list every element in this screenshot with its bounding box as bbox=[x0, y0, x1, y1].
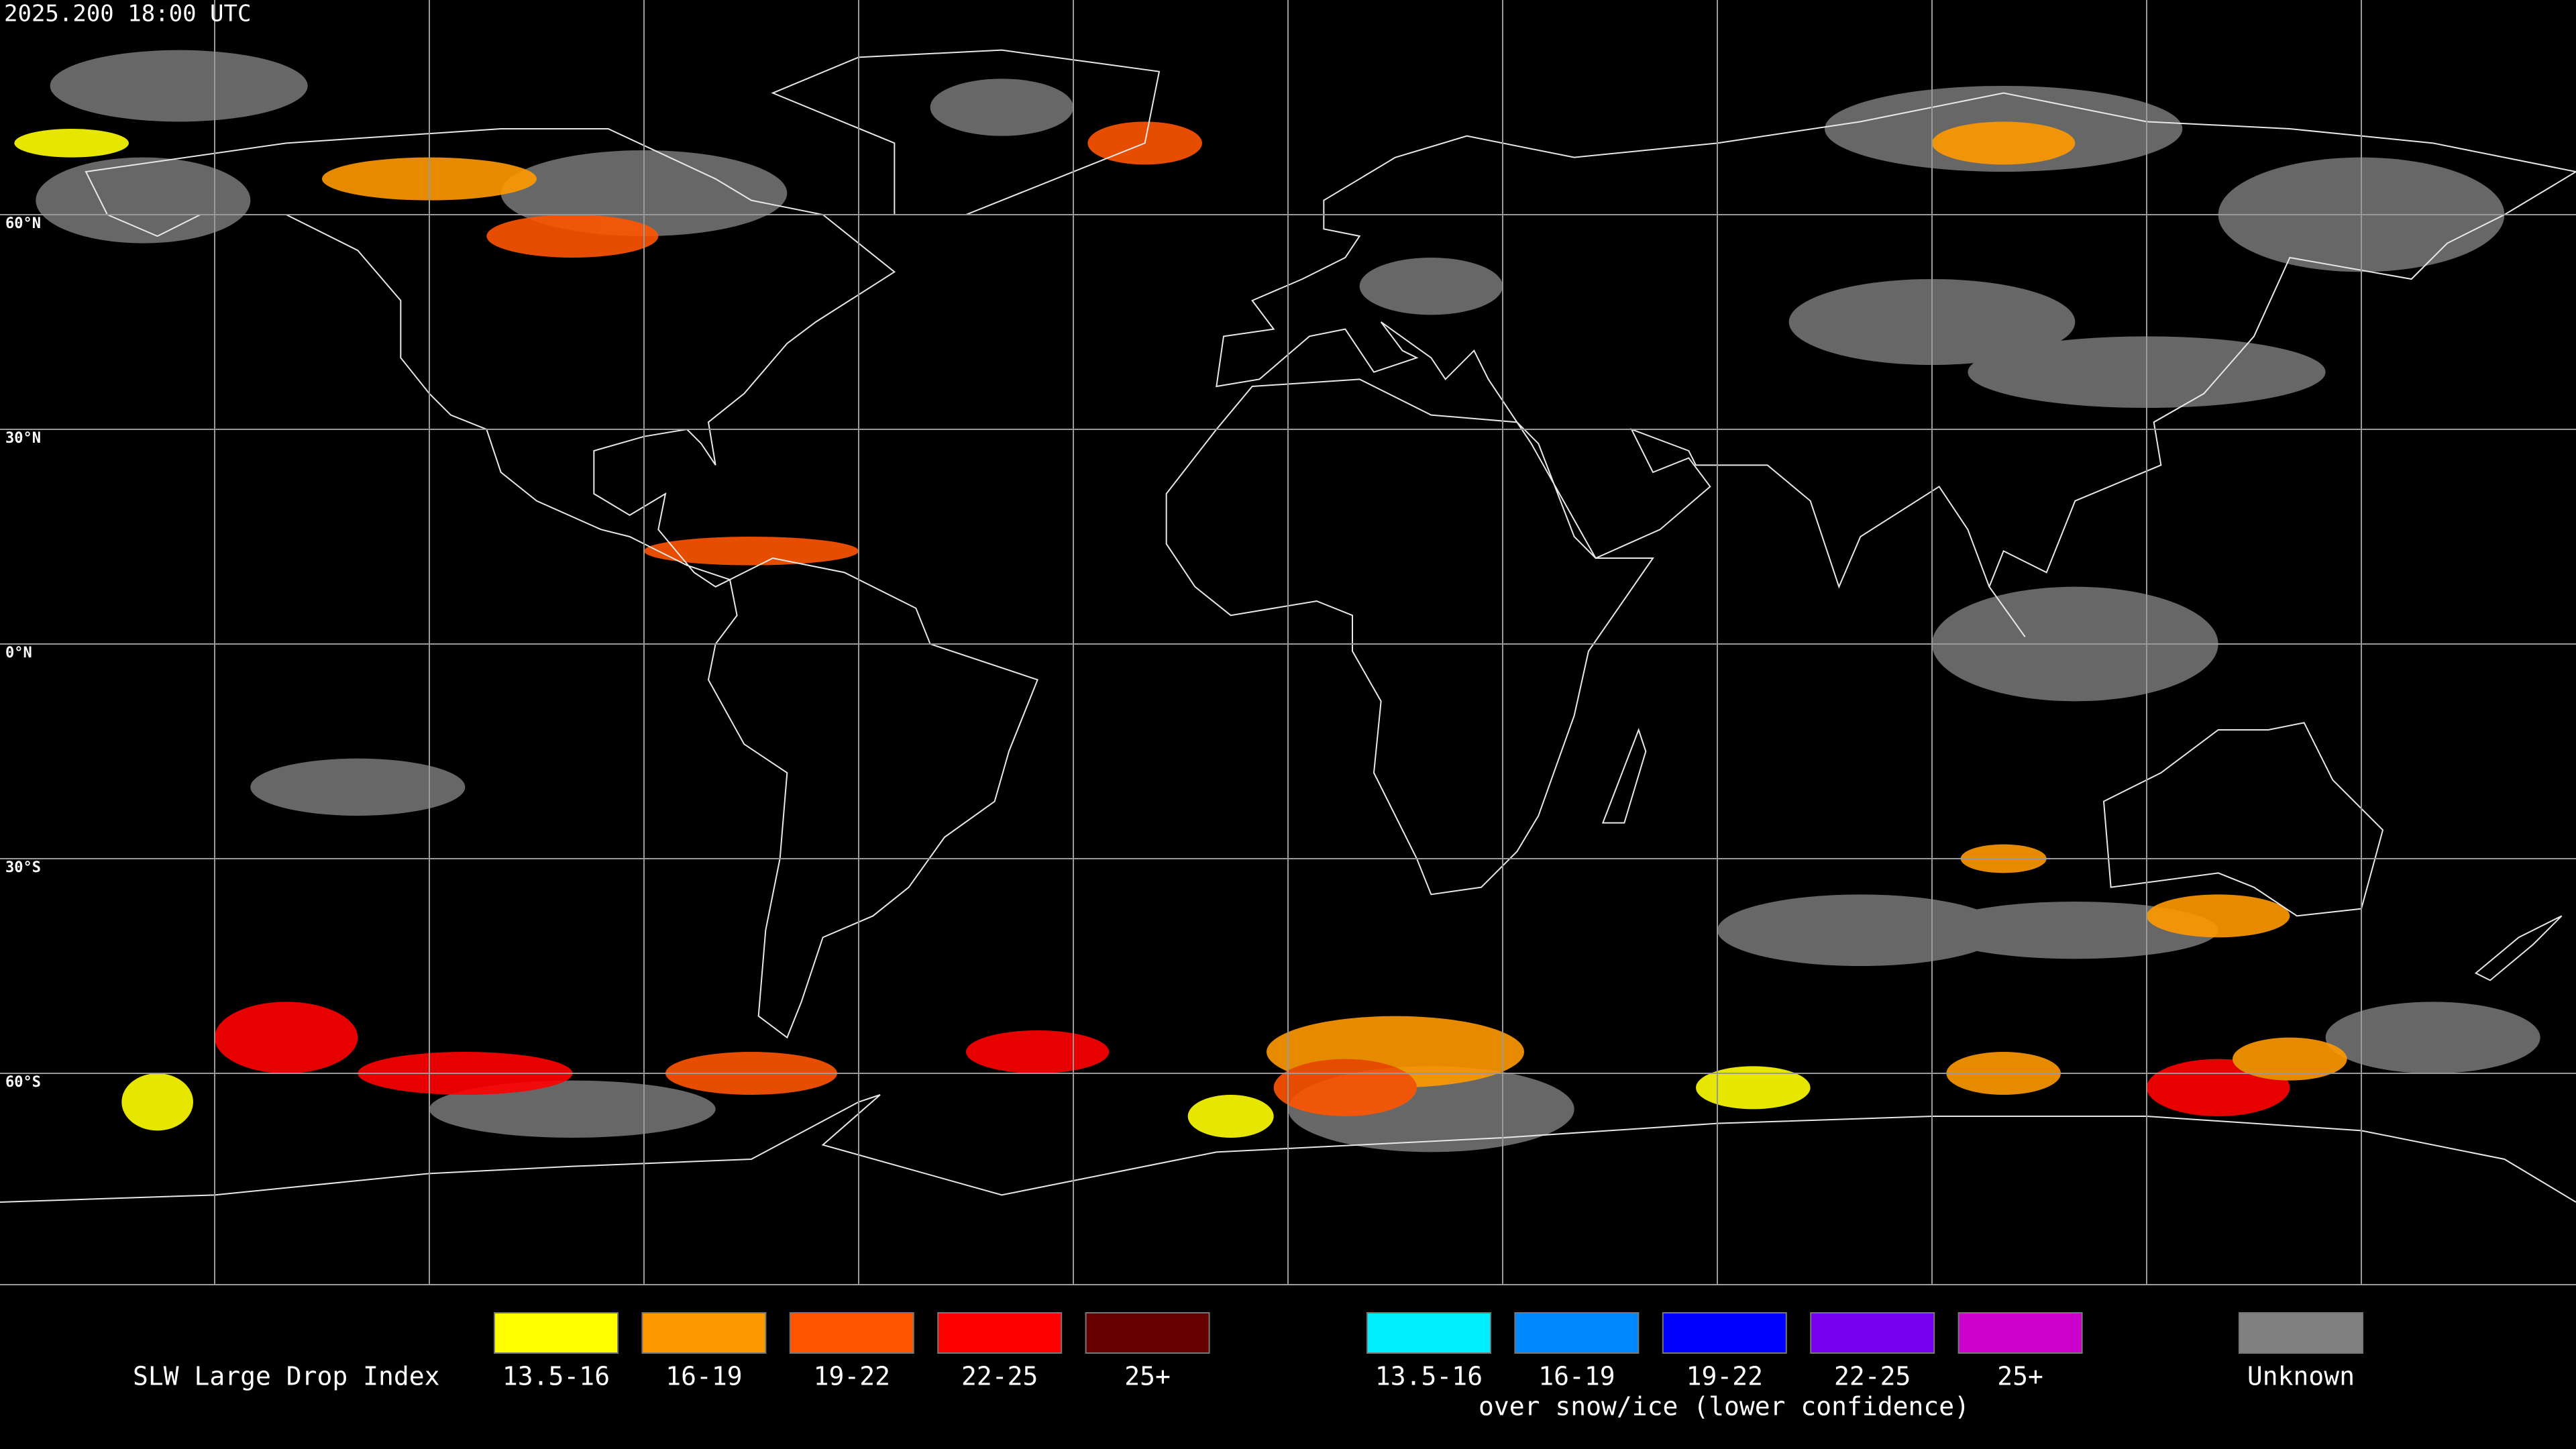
map: 60°N 30°N 0°N 30°S 60°S bbox=[0, 0, 2576, 1285]
legend-label: 25+ bbox=[1124, 1362, 1171, 1391]
legend-label: 19-22 bbox=[1686, 1362, 1763, 1391]
coastline bbox=[2476, 916, 2562, 980]
legend-swatch bbox=[641, 1312, 767, 1354]
legend-title: SLW Large Drop Index bbox=[133, 1362, 440, 1391]
graticule bbox=[0, 0, 2576, 1285]
legend: SLW Large Drop Index over snow/ice (lowe… bbox=[133, 1312, 2363, 1421]
legend-label: 25+ bbox=[1997, 1362, 2043, 1391]
lat-label: 60°N bbox=[5, 215, 41, 232]
legend-swatch bbox=[1662, 1312, 1787, 1354]
legend-swatch bbox=[937, 1312, 1063, 1354]
legend-label: 22-25 bbox=[1834, 1362, 1911, 1391]
legend-label: Unknown bbox=[2247, 1362, 2355, 1391]
coastline bbox=[86, 129, 894, 587]
legend-swatch bbox=[494, 1312, 619, 1354]
coastline bbox=[0, 1095, 2576, 1202]
coastline bbox=[2104, 722, 2383, 916]
legend-note: over snow/ice (lower confidence) bbox=[1479, 1392, 1970, 1421]
drop-index-clouds bbox=[14, 121, 2347, 1138]
coastline bbox=[708, 558, 1038, 1038]
legend-swatch bbox=[2239, 1312, 2363, 1354]
timestamp: 2025.200 18:00 UTC bbox=[4, 1, 251, 28]
legend-label: 13.5-16 bbox=[1375, 1362, 1483, 1391]
coastline bbox=[1216, 93, 2576, 637]
coastline bbox=[1167, 379, 1653, 894]
lat-labels: 60°N 30°N 0°N 30°S 60°S bbox=[5, 215, 41, 1091]
lat-label: 30°S bbox=[5, 859, 41, 876]
lat-label: 0°N bbox=[5, 645, 32, 661]
legend-label: 16-19 bbox=[1538, 1362, 1615, 1391]
legend-swatch bbox=[1085, 1312, 1210, 1354]
legend-swatch bbox=[1957, 1312, 2083, 1354]
lat-label: 30°N bbox=[5, 430, 41, 447]
legend-swatch bbox=[789, 1312, 914, 1354]
legend-swatch bbox=[1514, 1312, 1640, 1354]
coastline bbox=[773, 50, 1159, 215]
legend-label: 22-25 bbox=[961, 1362, 1038, 1391]
legend-swatch bbox=[1366, 1312, 1491, 1354]
legend-label: 13.5-16 bbox=[502, 1362, 610, 1391]
legend-label: 16-19 bbox=[665, 1362, 742, 1391]
legend-swatch bbox=[1810, 1312, 1935, 1354]
coastline bbox=[1603, 730, 1646, 823]
lat-label: 60°S bbox=[5, 1074, 41, 1091]
legend-label: 19-22 bbox=[814, 1362, 890, 1391]
coastlines bbox=[0, 50, 2576, 1202]
